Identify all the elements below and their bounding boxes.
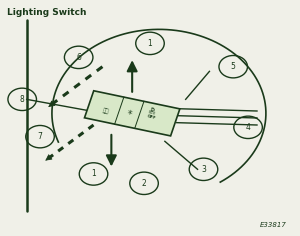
Text: 3: 3: [201, 165, 206, 174]
Text: 5: 5: [231, 62, 236, 71]
Text: 1: 1: [91, 169, 96, 178]
Text: 8: 8: [20, 95, 25, 104]
Polygon shape: [85, 91, 180, 136]
Text: SDE: SDE: [147, 110, 156, 116]
Text: 2: 2: [142, 179, 146, 188]
Text: *: *: [126, 109, 133, 120]
Text: Lighting Switch: Lighting Switch: [7, 8, 87, 17]
Text: 7: 7: [38, 132, 43, 141]
Text: 4: 4: [246, 123, 250, 132]
Text: 1: 1: [148, 39, 152, 48]
Text: 6: 6: [76, 53, 81, 62]
Text: OFF: OFF: [147, 114, 156, 120]
Text: E33817: E33817: [260, 222, 287, 228]
Text: ⭮⭮: ⭮⭮: [102, 107, 109, 114]
Text: D: D: [149, 107, 154, 113]
